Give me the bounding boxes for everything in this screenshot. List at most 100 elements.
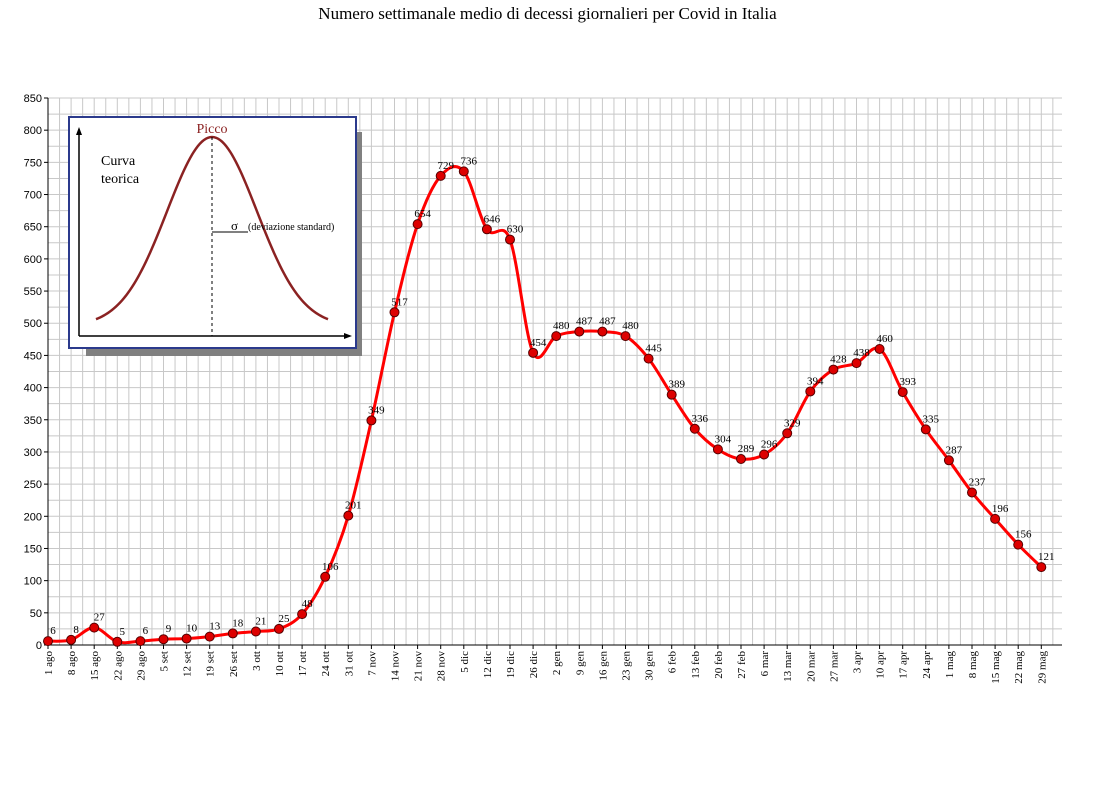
data-point [297,609,308,620]
x-tick-label: 6 feb [667,651,679,674]
y-axis-ticks: 0 50 100 150 200 250 300 350 400 450 500 550 600 650 7… [24,93,48,652]
data-label: 25 [279,613,291,625]
x-tick-label: 8 mag [967,651,979,679]
x-tick-label: 5 set [159,651,171,671]
x-tick-label: 20 mar [805,651,817,682]
x-tick-label: 13 feb [690,651,702,679]
data-label: 121 [1038,551,1055,563]
data-point [320,571,331,582]
data-label: 487 [576,316,593,328]
data-point [250,626,261,637]
x-tick-label: 17 ott [297,651,309,676]
x-tick-label: 19 dic [505,651,517,678]
data-point [851,358,862,369]
data-label: 517 [391,296,408,308]
x-tick-label: 27 feb [736,651,748,679]
data-label: 335 [923,413,940,425]
data-point [366,415,377,426]
data-point [389,307,400,318]
data-point [712,444,723,455]
data-label: 729 [437,160,454,172]
data-label: 289 [738,443,755,455]
x-tick-label: 3 apr [852,651,864,674]
data-labels: 6 8 27 5 6 9 10 13 18 21 25 48 106 201 349 517 654 729 736… [50,155,1054,637]
x-tick-label: 2 gen [551,651,563,676]
data-point [158,634,169,645]
inset-theoretical-curve: Picco Curva teorica σ (deviazione standa… [68,116,362,356]
data-point [990,513,1001,524]
data-point [759,449,770,460]
data-label: 237 [969,476,986,488]
data-point [112,636,123,647]
data-point [89,622,100,633]
x-tick-label: 3 ott [251,651,263,671]
data-label: 304 [715,433,732,445]
data-point [736,454,746,465]
x-tick-label: 15 mag [990,651,1002,684]
data-point [597,326,608,337]
data-label: 349 [368,404,385,416]
y-tick-label: 100 [24,576,42,588]
data-point [620,331,631,342]
data-point [666,389,677,400]
x-tick-label: 30 gen [644,651,656,681]
data-label: 428 [830,354,847,366]
data-label: 389 [668,379,685,391]
data-point [574,326,585,337]
data-point [412,219,423,230]
data-label: 487 [599,316,616,328]
data-label: 438 [853,347,870,359]
x-tick-label: 19 set [205,651,217,677]
x-tick-label: 31 ott [343,651,355,676]
data-point [551,331,562,342]
inset-curve-label-1: Curva [101,154,136,169]
x-tick-label: 15 ago [89,651,101,681]
data-label: 287 [946,444,963,456]
x-tick-label: 24 apr [921,651,933,679]
data-label: 18 [232,617,244,629]
y-tick-label: 300 [24,447,42,459]
data-label: 445 [645,343,662,355]
y-tick-label: 550 [24,286,42,298]
data-point [874,343,885,354]
data-label: 27 [94,612,106,624]
x-tick-label: 27 mar [828,651,840,682]
x-tick-label: 6 mar [759,651,771,677]
axes [47,98,1062,646]
inset-curve-label-2: teorica [101,172,140,187]
inset-y-arrow-icon [76,127,82,135]
data-point [505,234,515,245]
data-point [343,510,354,521]
data-label: 736 [461,155,478,167]
data-label: 8 [73,624,79,636]
data-point [274,623,284,634]
y-tick-label: 200 [24,511,42,523]
data-label: 6 [143,625,149,637]
y-tick-label: 750 [24,157,42,169]
x-tick-label: 24 ott [320,651,332,676]
x-tick-label: 26 dic [528,651,540,678]
data-label: 5 [120,626,126,638]
data-point [1013,539,1024,550]
data-label: 48 [302,598,314,610]
data-label: 454 [530,337,547,349]
x-tick-label: 26 set [228,651,240,677]
x-tick-label: 17 apr [898,651,910,679]
data-label: 156 [1015,529,1032,541]
data-point [528,347,539,358]
data-point [967,487,977,498]
y-tick-label: 350 [24,415,42,427]
y-tick-label: 250 [24,479,42,491]
data-point [782,428,793,439]
x-tick-label: 1 ago [43,651,55,676]
data-label: 201 [345,500,362,512]
x-tick-label: 16 gen [597,651,609,681]
data-label: 6 [50,625,56,637]
data-label: 460 [876,333,893,345]
data-label: 13 [209,621,221,633]
x-tick-label: 13 mar [782,651,794,682]
y-tick-label: 800 [24,125,42,137]
data-label: 10 [186,623,198,635]
y-tick-label: 400 [24,383,42,395]
data-label: 393 [899,376,916,388]
